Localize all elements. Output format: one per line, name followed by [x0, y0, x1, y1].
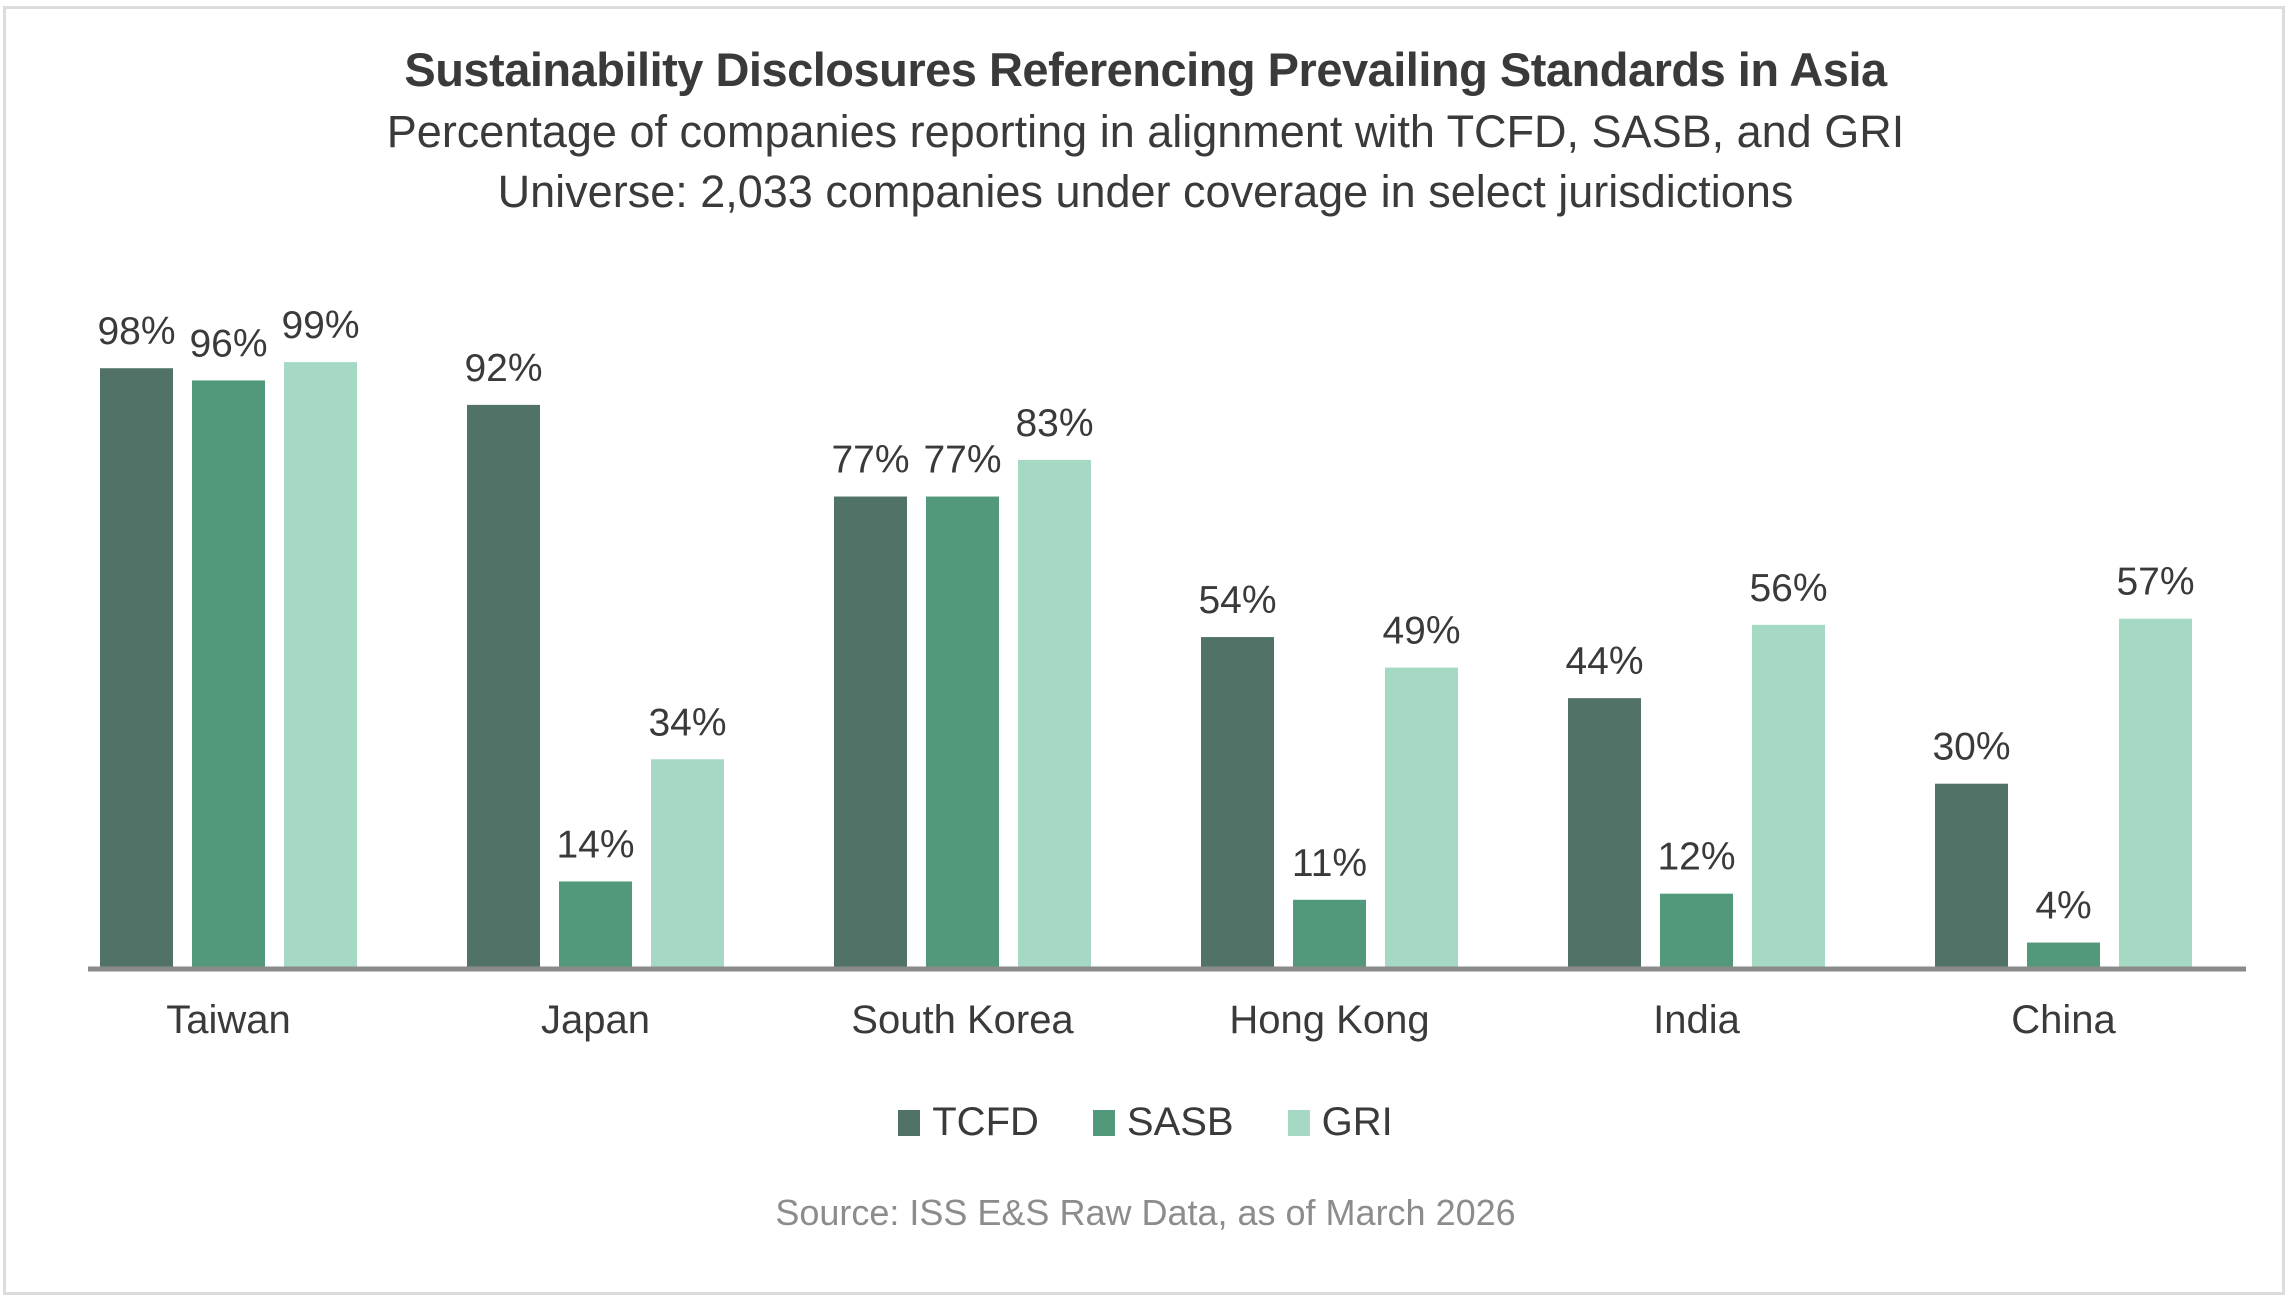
chart-subtitle: Percentage of companies reporting in ali… [386, 106, 1905, 157]
bar-gri-hong-kong [1385, 667, 1458, 967]
data-label: 11% [1292, 842, 1367, 885]
data-label: 44% [1565, 640, 1643, 683]
data-label: 54% [1198, 579, 1276, 622]
bar-tcfd-south-korea [834, 496, 907, 967]
chart-title: Sustainability Disclosures Referencing P… [404, 43, 1887, 96]
bar-tcfd-hong-kong [1201, 637, 1274, 967]
legend-label: TCFD [932, 1100, 1039, 1144]
bar-sasb-south-korea [926, 496, 999, 967]
data-label: 99% [281, 304, 359, 347]
data-label: 57% [2116, 561, 2194, 604]
bar-gri-south-korea [1018, 459, 1091, 967]
legend-swatch-icon [1287, 1109, 1310, 1136]
data-label: 34% [648, 701, 726, 744]
bar-sasb-hong-kong [1293, 899, 1366, 967]
data-label: 14% [556, 823, 634, 866]
legend-label: SASB [1126, 1100, 1234, 1144]
data-label: 4% [2035, 885, 2091, 928]
category-label: India [1653, 998, 1740, 1042]
bar-gri-china [2119, 618, 2192, 967]
data-label: 92% [464, 347, 542, 390]
legend-swatch-icon [1092, 1109, 1115, 1136]
bar-tcfd-japan [467, 404, 540, 967]
data-label: 96% [189, 322, 267, 365]
data-label: 77% [923, 439, 1001, 482]
source-note: Source: ISS E&S Raw Data, as of March 20… [775, 1192, 1516, 1233]
chart-frame [3, 6, 2285, 1295]
data-label: 83% [1015, 402, 1093, 445]
data-label: 77% [831, 439, 909, 482]
bar-tcfd-taiwan [100, 368, 173, 968]
legend-label: GRI [1321, 1100, 1393, 1144]
category-label: South Korea [851, 998, 1074, 1042]
legend-item-tcfd: TCFD [898, 1100, 1039, 1145]
bar-tcfd-india [1568, 698, 1641, 967]
bar-sasb-india [1660, 893, 1733, 967]
title-block: Sustainability Disclosures Referencing P… [0, 38, 2291, 222]
data-label: 49% [1382, 610, 1460, 653]
category-label: Japan [541, 998, 650, 1042]
category-label: Taiwan [166, 998, 291, 1042]
bar-sasb-china [2027, 942, 2100, 967]
bar-gri-taiwan [284, 362, 357, 967]
bar-tcfd-china [1935, 783, 2008, 967]
category-label: Hong Kong [1229, 998, 1429, 1042]
data-label: 98% [97, 310, 175, 353]
data-label: 30% [1932, 726, 2010, 769]
legend-item-sasb: SASB [1092, 1100, 1234, 1145]
bar-sasb-taiwan [192, 380, 265, 967]
data-label: 56% [1749, 567, 1827, 610]
bar-sasb-japan [559, 881, 632, 967]
data-label: 12% [1657, 836, 1735, 879]
legend-swatch-icon [898, 1109, 921, 1136]
legend-item-gri: GRI [1287, 1100, 1393, 1145]
bar-gri-india [1752, 624, 1825, 967]
legend: TCFD SASB GRI [0, 1100, 2291, 1145]
bar-gri-japan [651, 759, 724, 967]
category-label: China [2011, 998, 2116, 1042]
chart-universe-note: Universe: 2,033 companies under coverage… [497, 166, 1794, 217]
